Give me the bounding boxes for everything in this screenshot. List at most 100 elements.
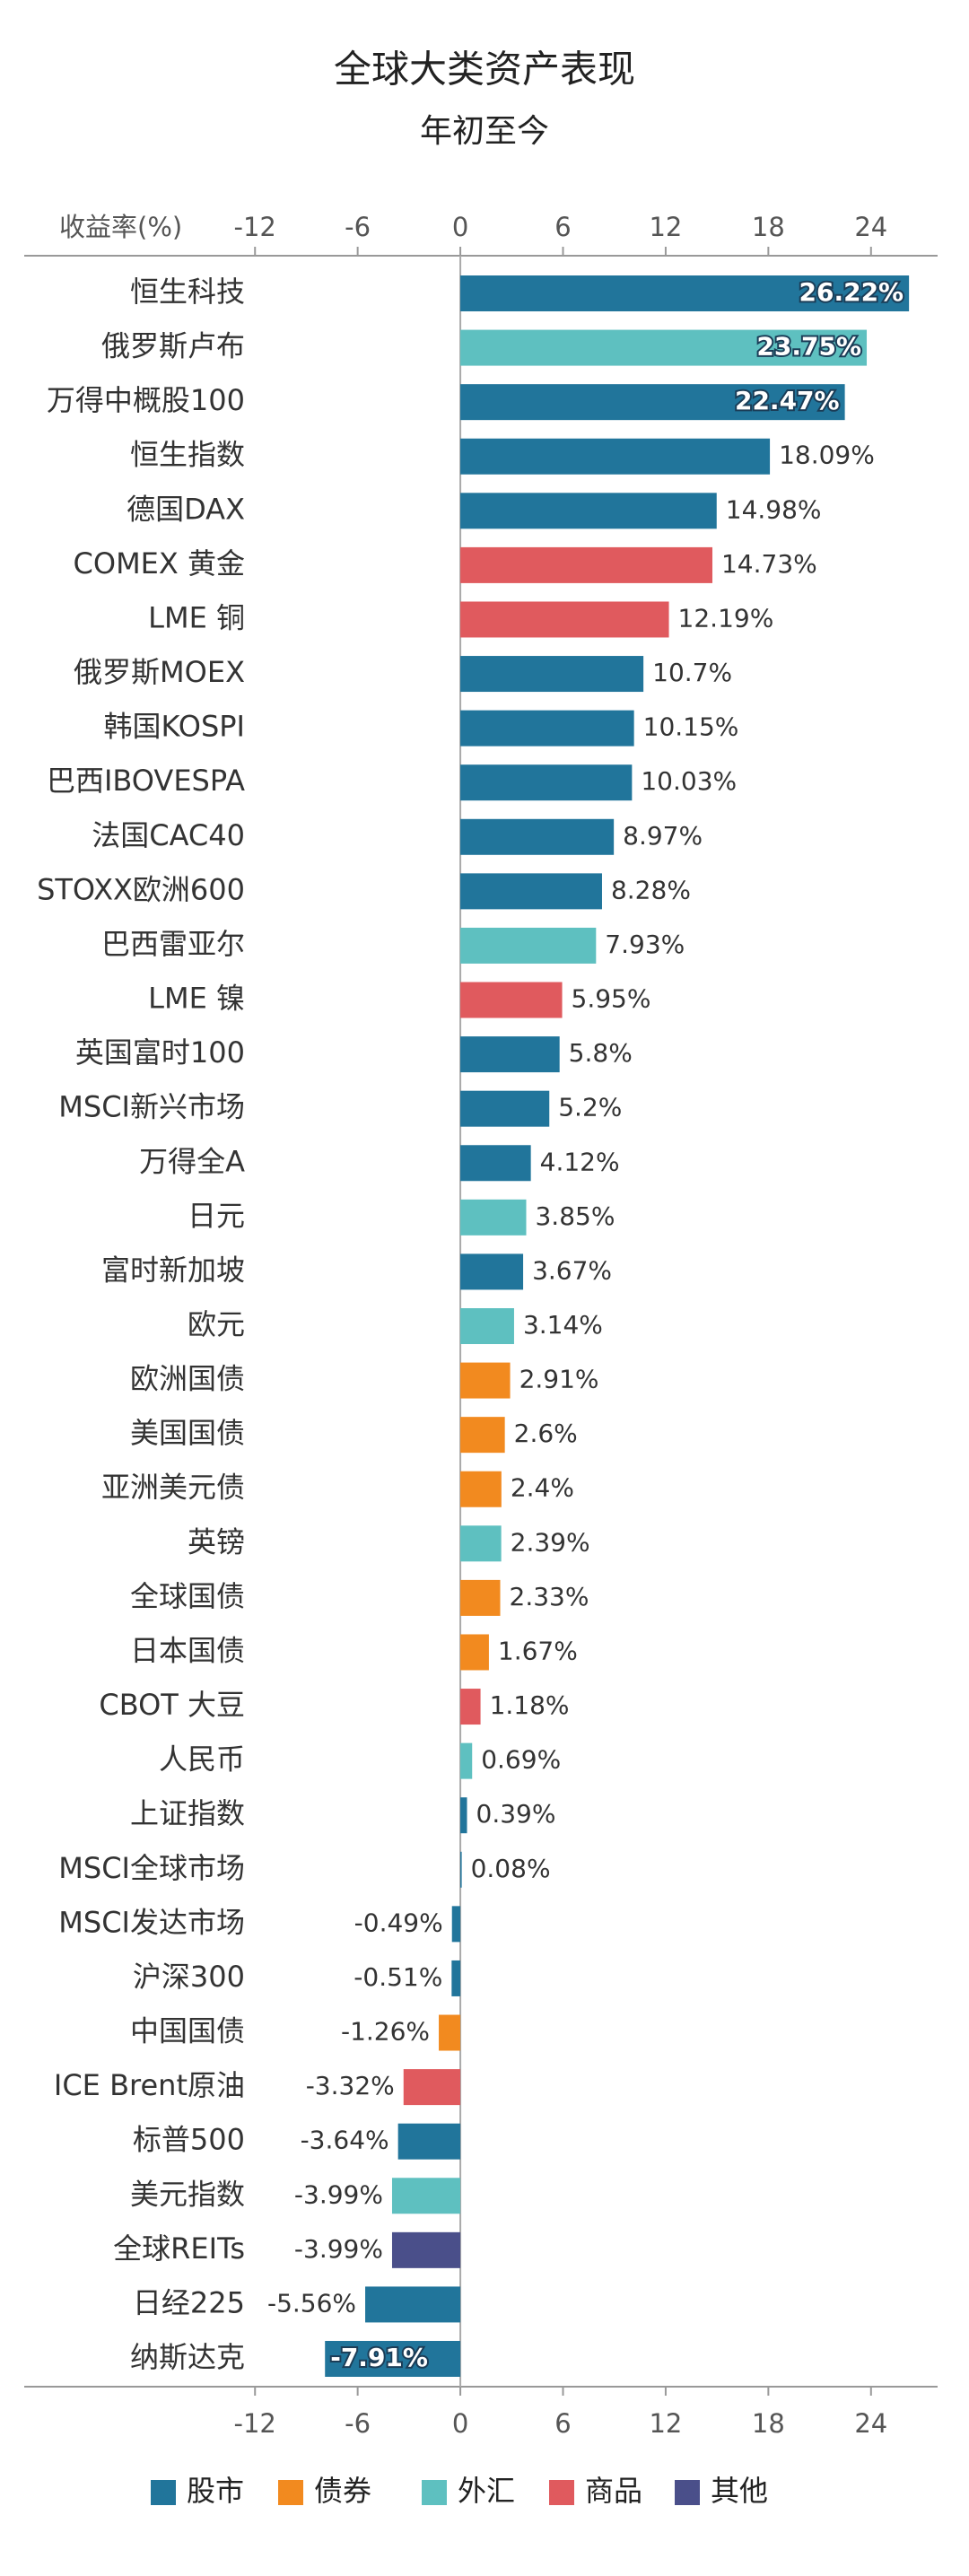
- y-tick-label: 万得全A: [139, 1144, 245, 1178]
- bar: [325, 2341, 461, 2377]
- y-tick-label: 法国CAC40: [92, 818, 245, 852]
- bar: [460, 1851, 462, 1888]
- bar: [460, 601, 669, 638]
- chart-title: 全球大类资产表现: [334, 48, 635, 92]
- value-label: 14.98%: [726, 494, 822, 524]
- bar: [460, 1634, 489, 1671]
- bar: [391, 2231, 461, 2268]
- y-tick-label: MSCI全球市场: [58, 1851, 245, 1885]
- value-label: 0.39%: [476, 1799, 556, 1829]
- y-tick-label: 俄罗斯卢布: [101, 329, 245, 363]
- value-label: 14.73%: [721, 549, 817, 579]
- y-tick-label: 欧元: [188, 1307, 245, 1341]
- value-label: 1.67%: [498, 1636, 578, 1665]
- x-tick-label: 6: [554, 2408, 571, 2439]
- bar: [460, 1308, 514, 1344]
- bar: [460, 546, 712, 583]
- x-tick-label: 0: [452, 212, 468, 242]
- bar: [460, 1090, 550, 1127]
- bar: [460, 710, 634, 747]
- legend-label: 股市: [187, 2474, 244, 2508]
- bar: [460, 1417, 505, 1454]
- y-tick-label: 上证指数: [130, 1796, 245, 1830]
- legend-label: 外汇: [458, 2474, 515, 2508]
- value-label: 3.85%: [535, 1201, 615, 1231]
- legend-label: 债券: [314, 2474, 371, 2508]
- y-tick-label: 巴西IBOVESPA: [47, 764, 245, 798]
- x-tick-label: 24: [854, 212, 887, 242]
- bar: [460, 275, 910, 311]
- value-label: 2.6%: [514, 1419, 578, 1448]
- y-tick-label: 纳斯达克: [130, 2340, 245, 2374]
- x-tick-label: 12: [649, 2408, 682, 2439]
- bar: [460, 1362, 511, 1399]
- value-label: 10.7%: [652, 658, 732, 687]
- legend-swatch: [151, 2480, 176, 2505]
- value-label: 5.95%: [572, 984, 651, 1014]
- value-label: 2.39%: [511, 1527, 590, 1557]
- value-label: 4.12%: [540, 1147, 620, 1176]
- value-label: 18.09%: [779, 441, 875, 470]
- legend-swatch: [549, 2480, 574, 2505]
- x-tick-label: 0: [452, 2408, 468, 2439]
- bar: [460, 927, 597, 964]
- x-tick-label: 18: [752, 2408, 785, 2439]
- bar: [391, 2178, 461, 2214]
- bar: [451, 1906, 461, 1943]
- y-tick-label: 中国国债: [130, 2014, 245, 2048]
- bar: [460, 1471, 502, 1507]
- y-tick-label: 亚洲美元债: [101, 1471, 245, 1505]
- value-label: 2.91%: [519, 1365, 599, 1394]
- value-label: 3.14%: [523, 1310, 603, 1340]
- value-label: -7.91%: [330, 2343, 428, 2372]
- value-label: -3.99%: [294, 2234, 383, 2264]
- y-tick-label: 日元: [188, 1199, 245, 1233]
- x-tick-label: -12: [234, 212, 276, 242]
- legend-swatch: [422, 2480, 447, 2505]
- bar: [460, 384, 845, 421]
- y-tick-label: 欧洲国债: [130, 1362, 245, 1396]
- y-tick-label: STOXX欧洲600: [37, 872, 245, 906]
- bar: [439, 2014, 461, 2051]
- y-tick-label: 巴西雷亚尔: [101, 927, 245, 961]
- y-tick-label: 全球国债: [130, 1579, 245, 1613]
- bar: [460, 873, 602, 910]
- y-tick-label: 恒生指数: [130, 438, 245, 472]
- x-tick-label: -6: [345, 212, 371, 242]
- y-tick-label: 英国富时100: [75, 1035, 245, 1070]
- value-label: 8.97%: [623, 821, 703, 851]
- y-tick-label: 沪深300: [133, 1960, 245, 1994]
- bar: [460, 329, 868, 366]
- value-label: 22.47%: [735, 386, 840, 415]
- y-tick-label: 日经225: [133, 2285, 245, 2319]
- chart-subtitle: 年初至今: [420, 113, 549, 150]
- bar: [460, 438, 771, 475]
- value-label: 26.22%: [799, 277, 904, 307]
- bar: [460, 1579, 501, 1616]
- y-tick-label: LME 镍: [148, 982, 245, 1016]
- bar: [460, 982, 563, 1018]
- y-tick-label: ICE Brent原油: [54, 2068, 245, 2102]
- y-tick-label: 俄罗斯MOEX: [74, 655, 245, 689]
- value-label: 7.93%: [605, 930, 685, 959]
- x-tick-label: -12: [234, 2408, 276, 2439]
- y-tick-label: 全球REITs: [113, 2231, 245, 2266]
- value-label: 12.19%: [678, 603, 774, 633]
- legend-swatch: [675, 2480, 700, 2505]
- y-tick-label: 标普500: [133, 2123, 245, 2157]
- bar: [460, 818, 615, 855]
- bar: [460, 1199, 527, 1236]
- x-tick-label: 12: [649, 212, 682, 242]
- value-label: -0.51%: [354, 1962, 442, 1992]
- bar: [460, 764, 633, 801]
- value-label: 5.8%: [569, 1038, 633, 1068]
- value-label: -3.32%: [306, 2071, 395, 2100]
- y-tick-label: 恒生科技: [130, 275, 245, 309]
- y-tick-label: 德国DAX: [127, 492, 245, 526]
- value-label: 8.28%: [611, 875, 691, 904]
- bar: [460, 1797, 467, 1834]
- x-tick-label: -6: [345, 2408, 371, 2439]
- bar: [460, 1036, 560, 1073]
- y-tick-label: MSCI新兴市场: [58, 1090, 245, 1124]
